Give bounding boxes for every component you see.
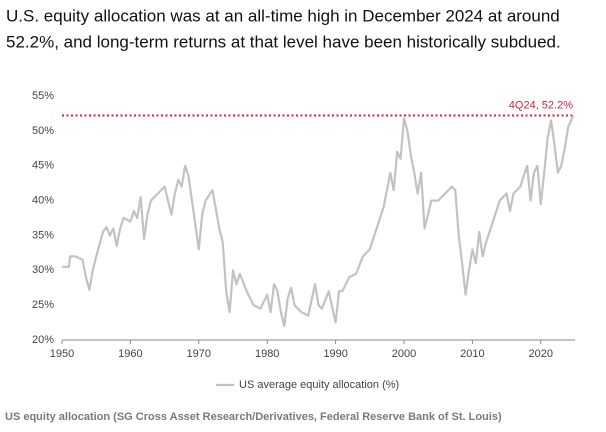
y-tick-label: 45% [32, 160, 54, 172]
data-line [62, 115, 575, 328]
x-tick-label: 1950 [50, 348, 74, 360]
x-tick-label: 2020 [529, 348, 553, 360]
y-tick-label: 35% [32, 229, 54, 241]
x-tick-label: 1970 [187, 348, 211, 360]
y-tick-label: 30% [32, 264, 54, 276]
y-tick-label: 40% [32, 194, 54, 206]
annotation: 4Q24, 52.2% [509, 99, 573, 111]
x-tick-label: 2010 [460, 348, 484, 360]
y-tick-label: 55% [32, 90, 54, 102]
title-line: U.S. equity allocation was at an all-tim… [6, 6, 560, 25]
x-tick-label: 1990 [323, 348, 347, 360]
x-tick-label: 1980 [255, 348, 279, 360]
y-tick-label: 20% [32, 334, 54, 346]
y-tick-label: 50% [32, 125, 54, 137]
y-tick-label: 25% [32, 299, 54, 311]
title-line: 52.2%, and long-term returns at that lev… [6, 32, 561, 51]
legend-label: US average equity allocation (%) [239, 379, 399, 391]
x-tick-label: 2000 [392, 348, 416, 360]
source: US equity allocation (SG Cross Asset Res… [5, 411, 502, 423]
x-tick-label: 1960 [118, 348, 142, 360]
